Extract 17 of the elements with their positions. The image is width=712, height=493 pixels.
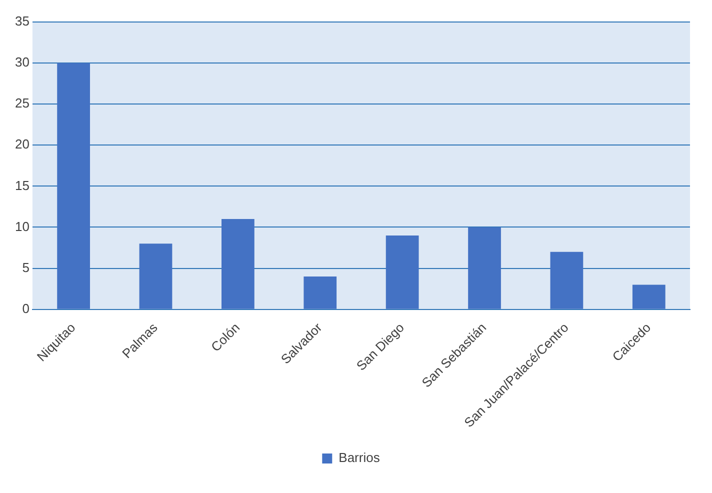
legend-label: Barrios bbox=[338, 450, 380, 466]
bar bbox=[57, 63, 90, 309]
bar bbox=[304, 276, 337, 309]
y-tick-label: 0 bbox=[22, 300, 30, 316]
y-tick-label: 30 bbox=[14, 54, 30, 70]
bar bbox=[468, 227, 501, 309]
bar bbox=[386, 235, 419, 309]
y-tick-label: 15 bbox=[14, 178, 30, 193]
bar bbox=[632, 284, 666, 309]
y-tick-label: 25 bbox=[14, 96, 30, 111]
y-tick-label: 20 bbox=[14, 136, 30, 152]
y-tick-label: 10 bbox=[14, 218, 30, 234]
bar bbox=[222, 219, 254, 309]
y-tick-label: 35 bbox=[14, 14, 30, 29]
bar bbox=[139, 244, 172, 309]
bar bbox=[550, 252, 584, 309]
y-tick-label: 5 bbox=[22, 260, 30, 275]
